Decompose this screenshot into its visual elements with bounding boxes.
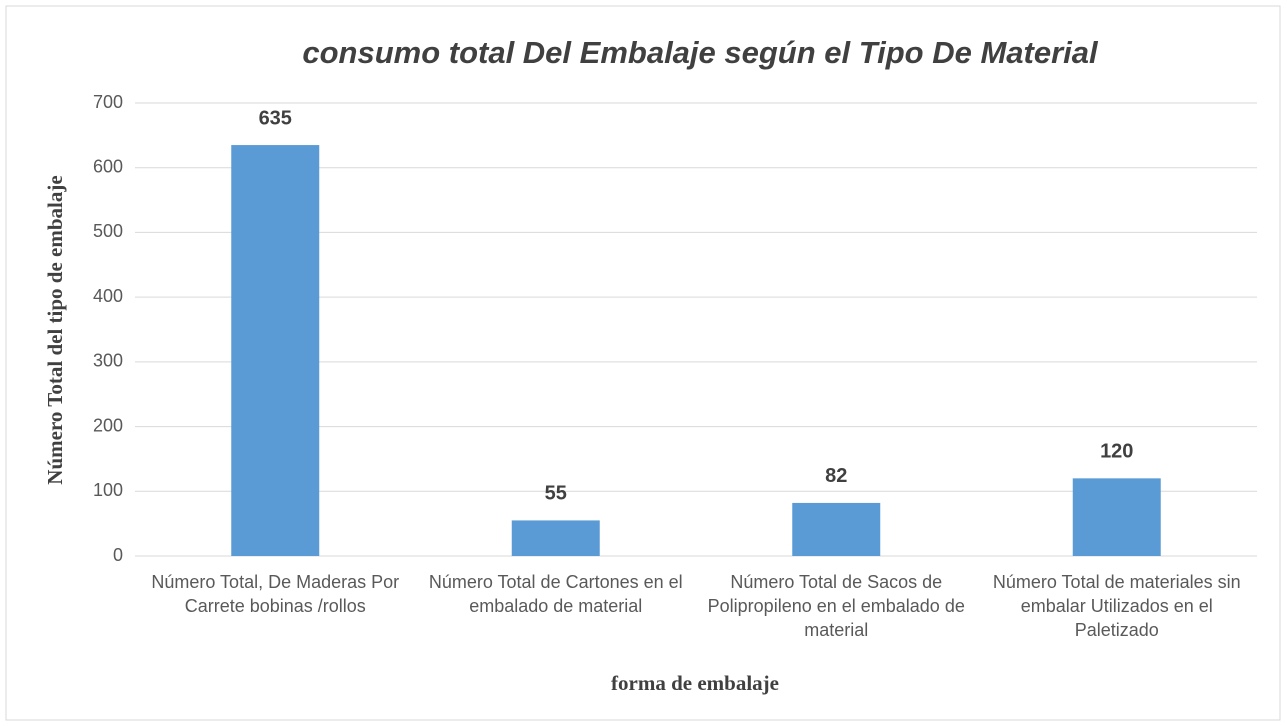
x-tick-label: Número Total de materiales sin embalar U… [992, 572, 1241, 640]
y-tick-label: 700 [93, 92, 123, 112]
bar [231, 145, 320, 557]
data-label: 120 [1100, 441, 1133, 463]
y-tick-label: 500 [93, 221, 123, 241]
y-tick-label: 600 [93, 156, 123, 176]
data-label: 82 [825, 465, 847, 487]
data-label: 55 [545, 483, 567, 505]
chart-border [5, 5, 1281, 721]
x-tick-label: Número Total de Sacos de Polipropileno e… [707, 572, 965, 640]
bar [511, 520, 600, 556]
chart-title: consumo total Del Embalaje según el Tipo… [302, 35, 1099, 70]
data-label: 635 [259, 107, 292, 129]
bar [792, 502, 881, 556]
bar [1072, 478, 1161, 556]
y-tick-label: 300 [93, 351, 123, 371]
x-tick-label: Número Total, De Maderas Por Carrete bob… [151, 572, 400, 616]
x-tick-label: Número Total de Cartones en el embalado … [428, 572, 683, 616]
y-tick-label: 0 [113, 545, 123, 565]
y-tick-label: 100 [93, 480, 123, 500]
y-tick-label: 400 [93, 286, 123, 306]
x-axis-label: forma de embalaje [611, 671, 779, 695]
y-tick-label: 200 [93, 415, 123, 435]
y-axis-label: Número Total del tipo de embalaje [43, 175, 67, 484]
